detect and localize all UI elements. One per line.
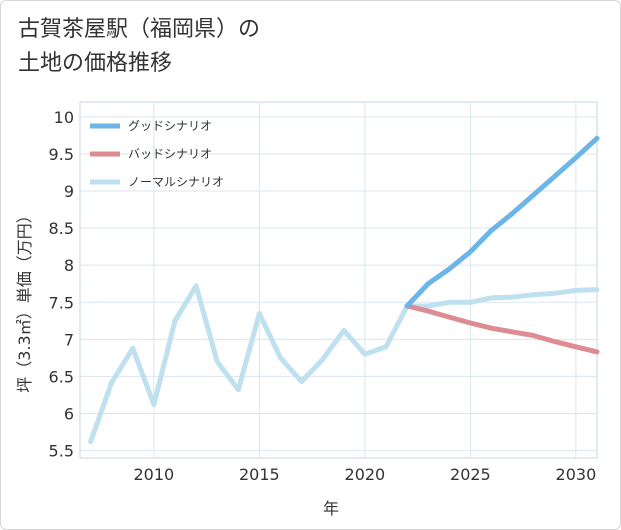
series-line-2 xyxy=(88,283,600,445)
y-tick-label: 8.5 xyxy=(49,219,74,238)
y-tick-label: 7.5 xyxy=(49,293,74,312)
chart-title-line-2: 土地の価格推移 xyxy=(18,51,173,76)
x-tick-labels: 2010 2015 2020 2025 2030 xyxy=(133,465,596,484)
y-tick-label: 10 xyxy=(54,108,74,127)
legend-label-1: バッドシナリオ xyxy=(128,147,212,161)
y-tick-labels: 5.5 6 6.5 7 7.5 8 8.5 9 9.5 10 xyxy=(49,108,74,461)
series-line-0 xyxy=(404,135,600,309)
y-axis-label: 坪（3.3㎡）単価（万円） xyxy=(15,207,34,392)
legend-label-0: グッドシナリオ xyxy=(128,119,212,133)
y-tick-label: 6 xyxy=(64,405,74,424)
chart-title-line-1: 古賀茶屋駅（福岡県）の xyxy=(18,17,261,42)
x-tick-label: 2015 xyxy=(239,465,280,484)
y-tick-label: 9.5 xyxy=(49,145,74,164)
x-tick-label: 2025 xyxy=(450,465,491,484)
plot-area xyxy=(79,101,598,459)
legend-label-2: ノーマルシナリオ xyxy=(128,175,224,189)
x-axis-label: 年 xyxy=(323,499,339,518)
y-tick-label: 6.5 xyxy=(49,367,74,386)
y-tick-label: 7 xyxy=(64,330,74,349)
x-tick-label: 2010 xyxy=(133,465,174,484)
y-tick-label: 8 xyxy=(64,256,74,275)
series-lines xyxy=(88,135,600,445)
y-tick-label: 9 xyxy=(64,182,74,201)
chart-title: 古賀茶屋駅（福岡県）の 土地の価格推移 xyxy=(18,13,260,81)
x-tick-label: 2020 xyxy=(345,465,386,484)
y-tick-label: 5.5 xyxy=(49,442,74,461)
series-line-1 xyxy=(404,303,600,355)
x-tick-label: 2030 xyxy=(556,465,597,484)
